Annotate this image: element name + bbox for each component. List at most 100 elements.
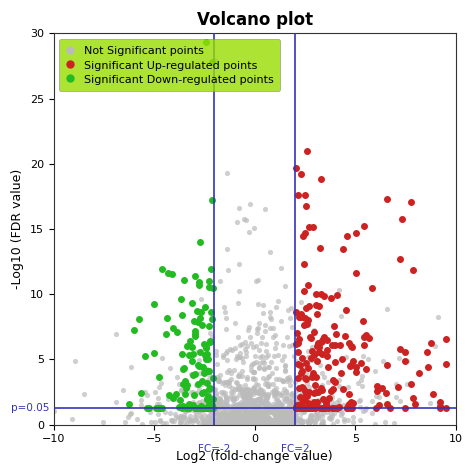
- Point: [344, 404, 351, 411]
- Point: [253, 413, 261, 421]
- Point: [282, 362, 289, 369]
- Point: [250, 412, 257, 419]
- Point: [305, 404, 313, 411]
- Point: [272, 388, 280, 396]
- Point: [284, 408, 292, 415]
- Point: [292, 403, 300, 411]
- Point: [258, 333, 265, 341]
- Point: [286, 376, 293, 383]
- Point: [238, 387, 246, 394]
- Point: [292, 308, 300, 316]
- Point: [310, 328, 318, 336]
- Point: [180, 380, 187, 388]
- Point: [238, 389, 246, 396]
- Point: [300, 402, 308, 410]
- Point: [291, 417, 298, 425]
- Point: [194, 362, 202, 369]
- Point: [261, 205, 269, 212]
- Point: [155, 373, 163, 381]
- Point: [318, 381, 326, 389]
- Point: [151, 349, 158, 357]
- Point: [206, 407, 213, 415]
- Point: [292, 406, 300, 414]
- Point: [227, 388, 235, 396]
- Point: [166, 365, 173, 372]
- Point: [309, 374, 316, 381]
- Point: [219, 410, 226, 418]
- Point: [373, 388, 381, 395]
- Point: [185, 404, 193, 411]
- Point: [284, 398, 292, 405]
- Point: [403, 358, 411, 365]
- Point: [228, 384, 236, 392]
- Point: [207, 309, 214, 316]
- Point: [241, 381, 249, 389]
- Point: [254, 276, 262, 283]
- Point: [222, 379, 230, 386]
- Point: [246, 201, 254, 208]
- Point: [346, 363, 354, 370]
- Point: [301, 287, 308, 295]
- Point: [273, 414, 281, 422]
- Point: [262, 417, 270, 424]
- Point: [260, 365, 268, 373]
- Point: [212, 351, 219, 358]
- Point: [246, 386, 254, 393]
- Point: [238, 419, 246, 427]
- Point: [316, 348, 323, 356]
- Point: [228, 420, 235, 428]
- Point: [310, 414, 318, 422]
- Point: [343, 404, 351, 411]
- Point: [266, 248, 273, 256]
- Point: [163, 419, 170, 427]
- Point: [237, 404, 245, 411]
- Point: [250, 418, 258, 426]
- Point: [195, 278, 203, 286]
- Point: [319, 335, 327, 342]
- Point: [240, 413, 248, 421]
- Point: [339, 385, 347, 392]
- Point: [235, 204, 243, 211]
- Point: [236, 341, 244, 348]
- Point: [251, 419, 259, 426]
- Point: [209, 333, 216, 341]
- Point: [357, 359, 365, 366]
- Point: [238, 340, 246, 348]
- Point: [71, 357, 79, 365]
- Point: [273, 412, 281, 419]
- Point: [229, 420, 237, 428]
- Point: [243, 402, 251, 410]
- Point: [219, 417, 226, 425]
- Point: [319, 394, 327, 402]
- Point: [259, 357, 267, 365]
- Point: [396, 354, 403, 362]
- Point: [250, 411, 258, 419]
- Point: [312, 402, 320, 410]
- Point: [216, 411, 223, 419]
- Point: [251, 402, 258, 410]
- Point: [236, 392, 243, 399]
- Point: [407, 381, 414, 388]
- Point: [277, 404, 284, 412]
- Point: [328, 393, 336, 401]
- Point: [270, 403, 277, 410]
- Point: [251, 420, 258, 428]
- Point: [233, 409, 241, 416]
- Point: [298, 383, 306, 391]
- Point: [282, 394, 289, 402]
- Point: [297, 420, 305, 428]
- Point: [352, 269, 359, 277]
- Point: [334, 407, 342, 414]
- Point: [294, 348, 301, 356]
- Point: [208, 409, 216, 416]
- Point: [222, 400, 229, 408]
- Point: [254, 395, 262, 402]
- Point: [298, 404, 306, 411]
- Point: [213, 416, 221, 424]
- Point: [197, 348, 204, 356]
- Point: [234, 420, 242, 428]
- Point: [248, 417, 255, 424]
- Point: [191, 417, 199, 424]
- Point: [309, 416, 316, 423]
- Point: [171, 417, 178, 425]
